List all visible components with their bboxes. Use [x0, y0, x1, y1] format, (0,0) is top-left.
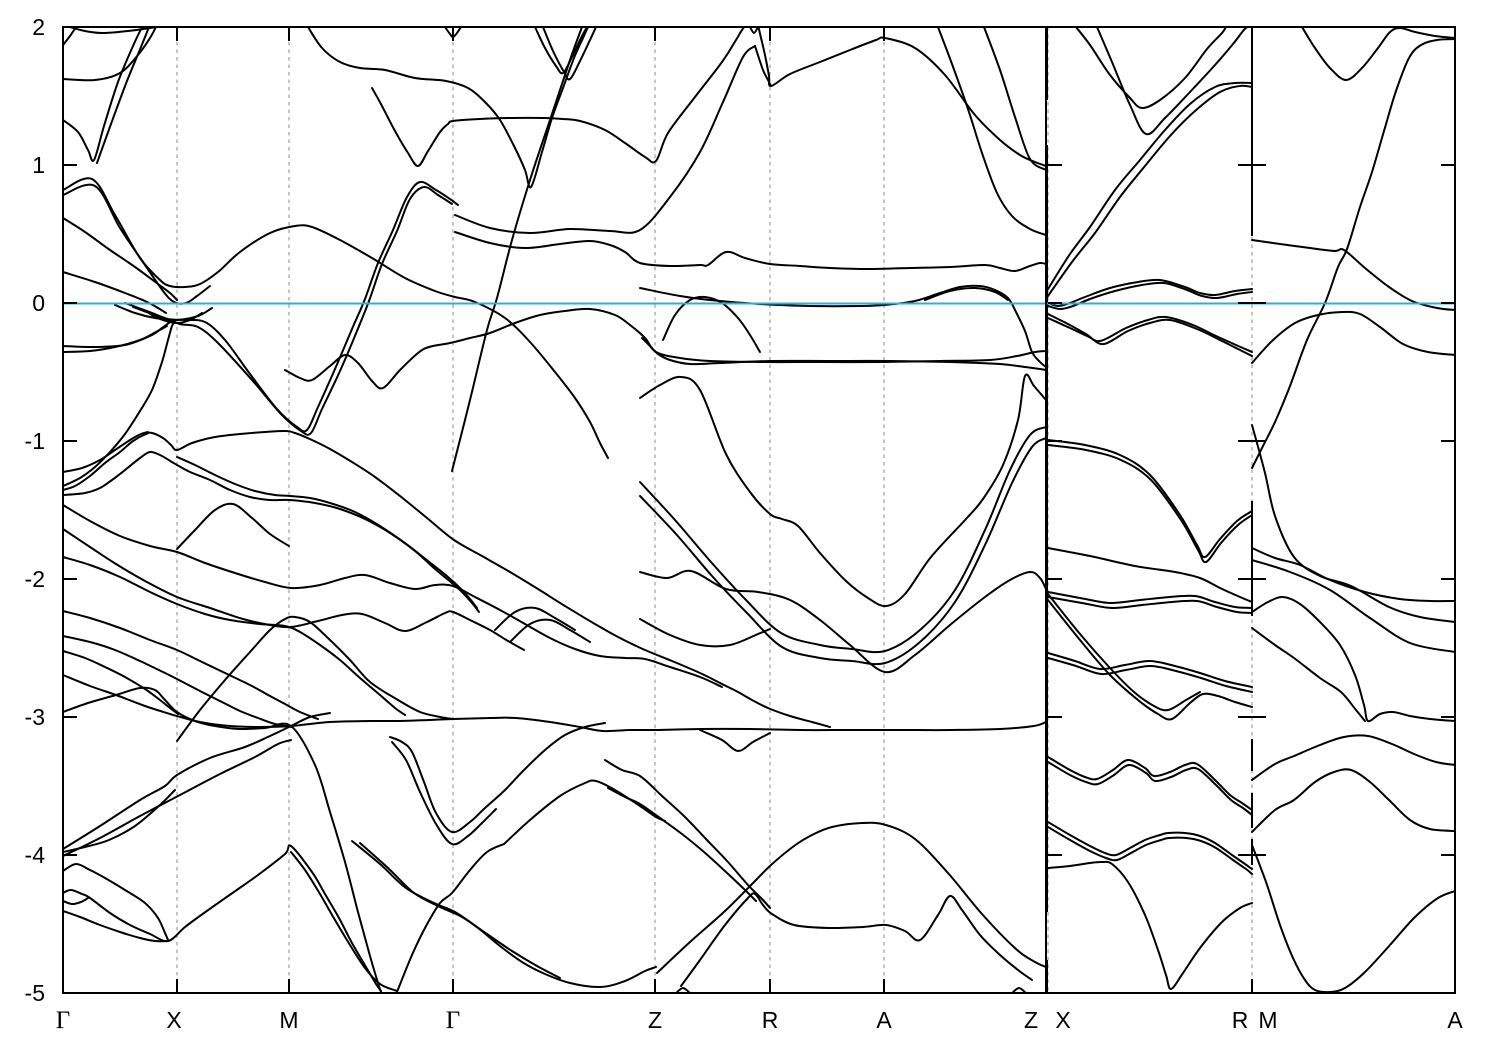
svg-text:2: 2 — [32, 14, 45, 40]
svg-text:-2: -2 — [25, 566, 45, 592]
svg-text:M: M — [279, 1007, 298, 1033]
svg-text:R: R — [762, 1007, 779, 1033]
svg-text:A: A — [876, 1007, 892, 1033]
svg-text:-4: -4 — [25, 842, 46, 868]
svg-text:X: X — [1055, 1007, 1070, 1033]
svg-text:Z: Z — [1024, 1007, 1038, 1033]
svg-text:Γ: Γ — [56, 1007, 70, 1034]
svg-text:A: A — [1447, 1007, 1463, 1033]
svg-text:0: 0 — [32, 290, 45, 316]
svg-text:-1: -1 — [25, 428, 45, 454]
svg-text:Γ: Γ — [446, 1007, 460, 1034]
svg-text:1: 1 — [32, 152, 45, 178]
svg-text:-3: -3 — [25, 704, 45, 730]
svg-text:Z: Z — [648, 1007, 662, 1033]
svg-text:M: M — [1258, 1007, 1277, 1033]
svg-text:X: X — [166, 1007, 181, 1033]
svg-text:R: R — [1232, 1007, 1249, 1033]
svg-text:-5: -5 — [25, 980, 45, 1006]
